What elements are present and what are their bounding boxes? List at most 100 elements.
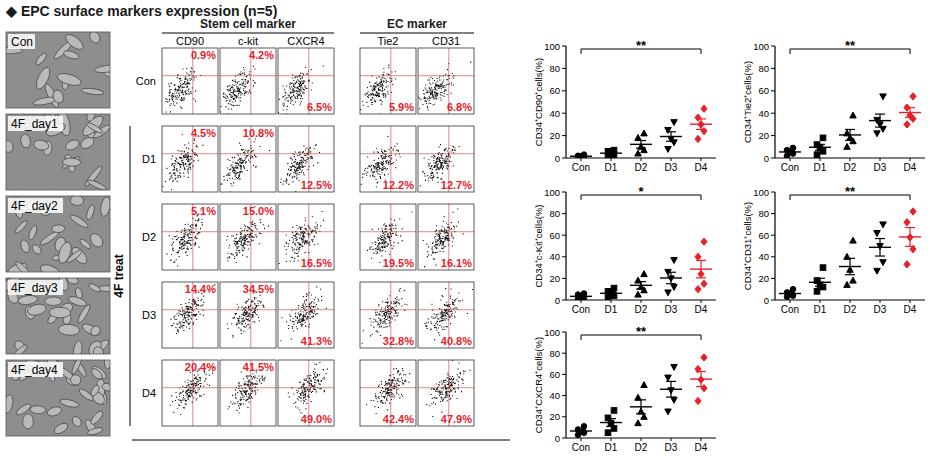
data-point	[850, 112, 856, 118]
y-axis	[565, 192, 566, 300]
dot-plot: 020406080100ConD1D2D3D4CD34⁺CD31⁺cells(%…	[742, 184, 925, 315]
cell	[72, 340, 83, 354]
x-tick-label: D4	[695, 442, 708, 453]
data-point	[847, 266, 853, 272]
y-tick-label: 60	[549, 230, 560, 241]
cell	[63, 32, 85, 52]
data-point	[665, 290, 671, 296]
x-tick	[641, 158, 642, 161]
plot-area	[570, 354, 712, 438]
x-tick	[701, 438, 702, 441]
cell	[90, 367, 104, 381]
y-tick-label: 60	[758, 230, 769, 241]
cell	[66, 278, 79, 285]
data-point	[874, 117, 880, 123]
gate-line	[220, 387, 276, 388]
x-tick-label: D2	[635, 442, 648, 453]
y-axis-label: CD34⁺Tie2⁺cells(%)	[742, 61, 753, 143]
percent-label: 16.1%	[441, 257, 472, 269]
data-point	[605, 289, 611, 295]
data-point	[575, 427, 581, 433]
data-point	[608, 420, 614, 426]
plot-area	[779, 208, 921, 300]
data-point	[575, 153, 581, 158]
percent-label: 12.2%	[383, 179, 414, 191]
x-tick-label: Con	[781, 162, 799, 173]
x-tick	[880, 158, 881, 161]
error-bar	[845, 258, 855, 274]
gate-line	[278, 75, 334, 76]
group-header: Stem cell marker	[200, 17, 296, 31]
flow-dots	[166, 209, 203, 266]
gate-line	[360, 387, 416, 388]
y-tick-label: 80	[758, 63, 769, 74]
cell	[61, 155, 81, 170]
x-tick	[641, 438, 642, 441]
data-point	[668, 388, 674, 394]
flow-panel	[360, 360, 416, 426]
data-point	[581, 152, 587, 158]
data-point	[904, 104, 910, 111]
error-cap	[875, 113, 885, 114]
flow-frame	[278, 48, 334, 114]
data-point	[844, 282, 850, 288]
data-point	[641, 271, 647, 277]
cell	[27, 224, 38, 241]
error-cap	[875, 238, 885, 239]
cell	[88, 231, 106, 249]
x-tick	[641, 300, 642, 303]
y-axis	[565, 332, 566, 438]
data-point	[814, 142, 820, 148]
x-tick-label: D3	[874, 304, 887, 315]
error-cap	[845, 274, 855, 275]
y-tick-label: 80	[758, 208, 769, 219]
cell	[51, 89, 65, 105]
percent-label: 5.9%	[389, 101, 414, 113]
micrograph	[6, 196, 110, 272]
x-tick-label: D1	[605, 442, 618, 453]
flow-panel	[418, 282, 474, 348]
cell	[92, 345, 105, 354]
flow-frame	[278, 360, 334, 426]
data-point	[698, 270, 704, 277]
micrograph-bg	[6, 360, 110, 436]
flow-panel	[360, 126, 416, 192]
cell	[23, 414, 34, 429]
data-point	[641, 130, 647, 136]
data-point	[638, 143, 644, 149]
data-point	[907, 234, 913, 241]
cell	[101, 382, 110, 392]
flow-dots	[426, 360, 470, 417]
y-tick-label: 60	[758, 85, 769, 96]
data-point	[671, 397, 677, 403]
gate-line	[418, 231, 474, 232]
percent-label: 42.4%	[383, 413, 414, 425]
dot-plot: 020406080100ConD1D2D3D4CD34⁺CXCR4⁺cells(…	[533, 324, 716, 453]
label-bg	[8, 362, 63, 377]
x-tick	[790, 158, 791, 161]
cell	[14, 219, 29, 234]
percent-label: 12.7%	[441, 179, 472, 191]
label-bg	[8, 34, 35, 49]
percent-label: 6.5%	[307, 101, 332, 113]
flow-dots	[220, 138, 270, 192]
error-bar	[666, 381, 676, 397]
y-tick-label: 80	[549, 208, 560, 219]
y-axis	[774, 192, 775, 300]
percent-label: 34.5%	[243, 283, 274, 295]
x-tick-label: D2	[635, 304, 648, 315]
flow-panel	[162, 204, 218, 270]
cell	[88, 282, 102, 293]
flow-frame	[220, 360, 276, 426]
flow-frame	[360, 48, 416, 114]
data-point	[814, 289, 820, 295]
data-point	[611, 285, 617, 291]
y-axis-label: CD34⁺CXCR4⁺cells(%)	[533, 337, 544, 433]
micrograph-frame	[6, 196, 110, 272]
data-point	[701, 385, 707, 392]
data-point	[701, 238, 707, 245]
x-tick-label: D1	[814, 304, 827, 315]
x-tick	[820, 158, 821, 161]
marker-label: c-kit	[238, 35, 258, 47]
percent-label: 19.5%	[383, 257, 414, 269]
